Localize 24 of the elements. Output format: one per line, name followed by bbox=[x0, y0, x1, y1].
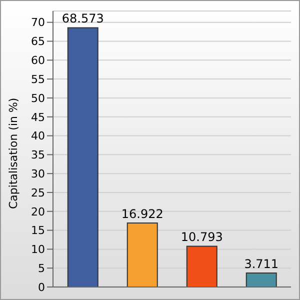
y-tick-label: 5 bbox=[38, 262, 45, 275]
data-label: 68.573 bbox=[62, 12, 104, 26]
y-tick-label: 50 bbox=[31, 92, 45, 105]
y-tick-label: 45 bbox=[31, 110, 45, 124]
y-tick-label: 15 bbox=[31, 224, 45, 238]
y-tick-label: 35 bbox=[31, 148, 45, 162]
y-axis-title: Capitalisation (in %) bbox=[6, 98, 20, 209]
y-tick-label: 65 bbox=[31, 35, 45, 48]
y-tick-label: 55 bbox=[31, 72, 45, 86]
y-tick-label: 10 bbox=[31, 243, 45, 256]
y-tick-label: 40 bbox=[31, 130, 45, 143]
y-tick-label: 30 bbox=[31, 167, 45, 180]
y-tick-label: 20 bbox=[31, 205, 45, 218]
y-tick-label: 25 bbox=[31, 186, 45, 200]
bar bbox=[67, 27, 98, 287]
y-tick-label: 70 bbox=[31, 16, 45, 30]
y-tick-label: 0 bbox=[38, 280, 45, 294]
bar bbox=[126, 222, 158, 287]
bar bbox=[186, 246, 218, 287]
y-tick-label: 60 bbox=[31, 54, 45, 68]
data-label: 3.711 bbox=[244, 256, 279, 271]
bar bbox=[246, 272, 277, 287]
data-label: 10.793 bbox=[180, 230, 223, 244]
data-label: 16.922 bbox=[121, 207, 164, 222]
